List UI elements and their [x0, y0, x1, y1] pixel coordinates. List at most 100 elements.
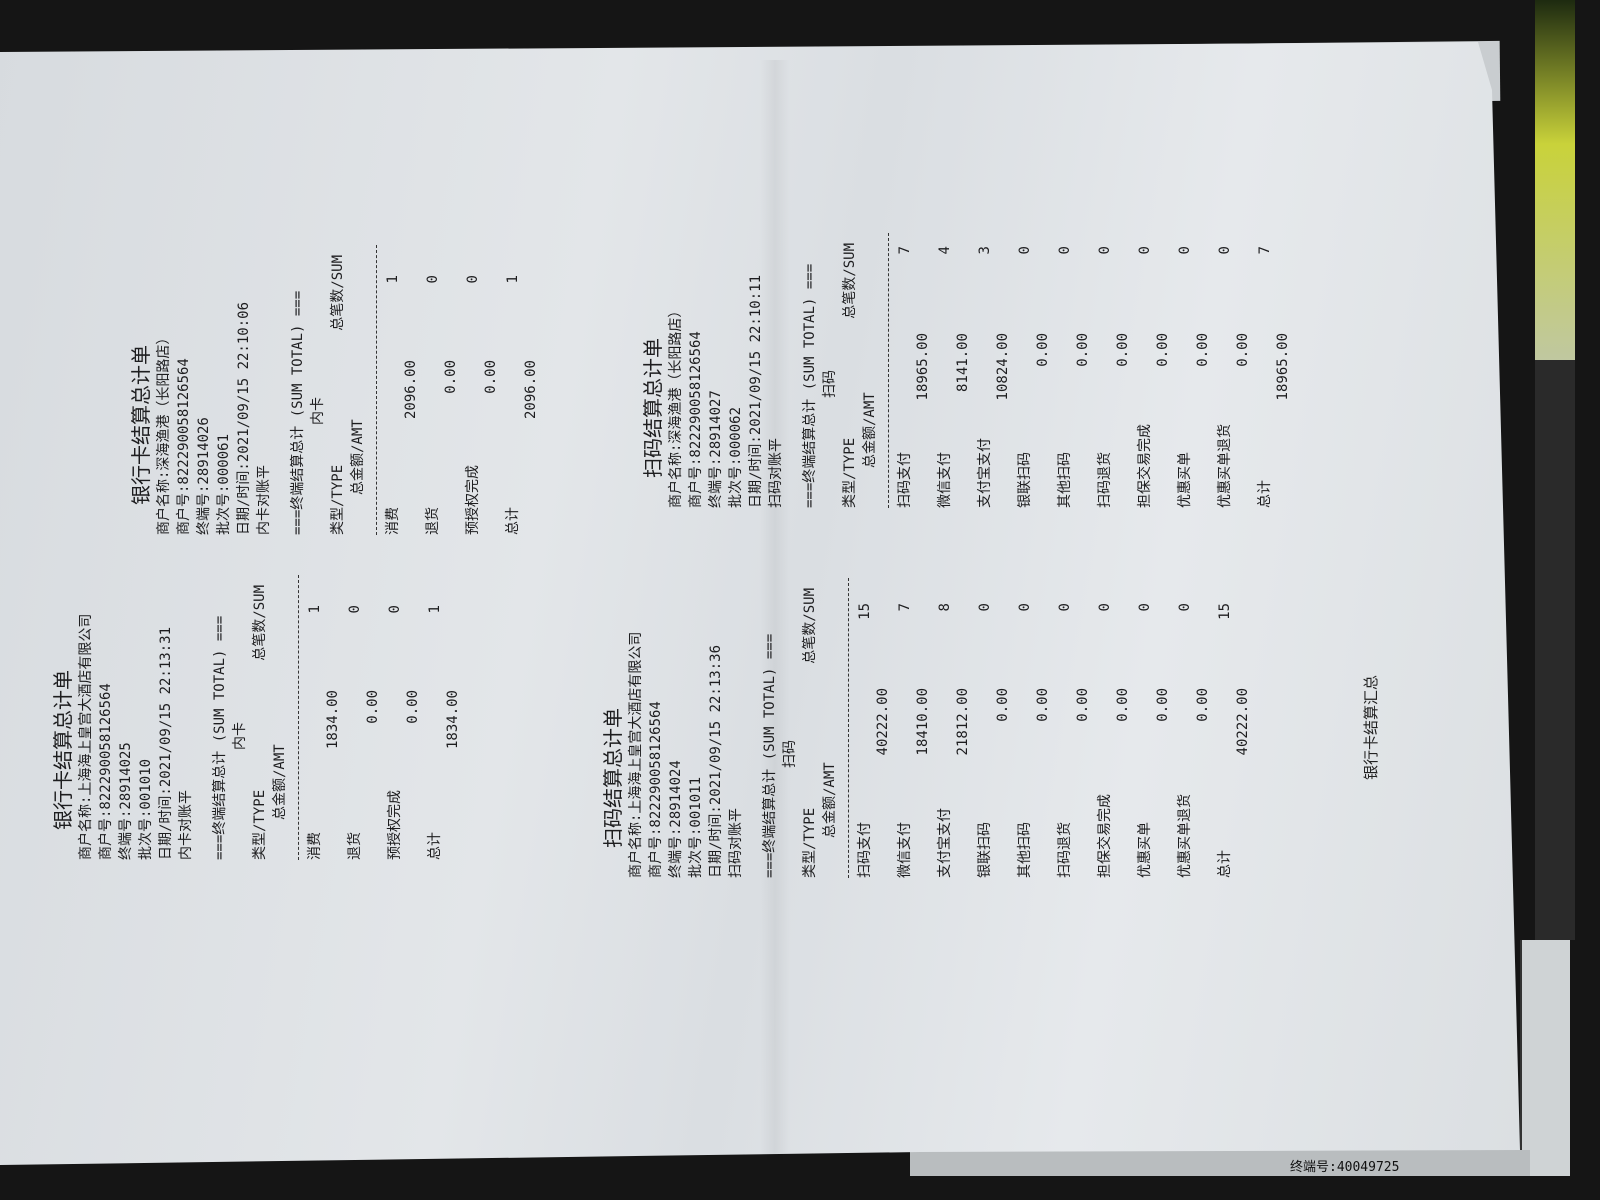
row-label: 优惠买单退货: [1217, 424, 1233, 508]
row-label: 扫码支付: [897, 452, 913, 508]
row-amount: 0.00: [1075, 688, 1091, 722]
column-amount-header: 总金额/AMT: [822, 762, 838, 838]
table-row: 消费 2096.00 1: [383, 245, 423, 535]
batch-number: 批次号:000061: [216, 433, 232, 535]
merchant-name: 商户名称:深海渔港（长阳路店）: [156, 330, 172, 535]
table-row: 扫码退货 0.00 0: [1095, 233, 1135, 508]
row-count: 0: [347, 605, 363, 614]
merchant-name: 商户名称:深海渔港（长阳路店）: [668, 303, 684, 508]
row-count: 1: [427, 605, 443, 614]
row-label: 担保交易完成: [1137, 424, 1153, 508]
date-time: 日期/时间:2021/09/15 22:10:06: [236, 301, 252, 535]
row-count: 3: [977, 246, 993, 255]
merchant-name: 商户名称:上海海上皇宫大酒店有限公司: [628, 631, 644, 878]
row-label: 优惠买单: [1177, 452, 1193, 508]
row-label: 消费: [307, 832, 323, 860]
table-row: 扫码支付 18965.00 7: [895, 233, 935, 508]
column-left: 类型/TYPE 总金额/AMT: [250, 744, 290, 860]
row-amount: 8141.00: [955, 333, 971, 393]
batch-number: 批次号:001010: [138, 758, 154, 860]
row-amount: 10824.00: [995, 333, 1011, 401]
sum-total-header: ===终端结算总计 (SUM TOTAL) ===: [290, 290, 306, 535]
column-type-header: 类型/TYPE: [330, 464, 346, 535]
table-row: 银联扫码 0.00 0: [1015, 233, 1055, 508]
dashed-divider: [888, 233, 889, 508]
section-label: 内卡: [232, 722, 248, 750]
row-count: 0: [1097, 603, 1113, 612]
sum-total-header: ===终端结算总计 (SUM TOTAL) ===: [212, 615, 228, 860]
merchant-number: 商户号:822290058126564: [648, 701, 664, 878]
row-amount: 0.00: [483, 360, 499, 394]
reconciliation-status: 内卡对账平: [178, 790, 194, 860]
row-amount: 18965.00: [915, 333, 931, 401]
table-row: 优惠买单 0.00 0: [1175, 233, 1215, 508]
table-row: 优惠买单退货 0.00 0: [1175, 578, 1215, 878]
total-row: 总计 40222.00 15: [1215, 578, 1255, 878]
row-label: 退货: [347, 832, 363, 860]
row-count: 0: [1177, 246, 1193, 255]
row-amount: 0.00: [1075, 333, 1091, 367]
row-count: 0: [425, 275, 441, 284]
receipt-title: 银行卡结算总计单: [51, 670, 75, 830]
table-row: 扫码退货 0.00 0: [1055, 578, 1095, 878]
column-headers: 类型/TYPE 总金额/AMT 总笔数/SUM: [328, 245, 368, 535]
row-count: 4: [937, 246, 953, 255]
underlying-receipt-strip: [910, 1150, 1530, 1176]
row-amount: 21812.00: [955, 688, 971, 756]
row-count: 8: [937, 603, 953, 612]
row-label: 退货: [425, 507, 441, 535]
row-amount: 0.00: [1235, 333, 1251, 367]
merchant-number: 商户号:822290058126564: [688, 331, 704, 508]
row-amount: 0.00: [443, 360, 459, 394]
receipt-title: 扫码结算总计单: [601, 708, 625, 848]
row-label: 支付宝支付: [977, 438, 993, 508]
row-count: 15: [857, 603, 873, 620]
sum-total-header: ===终端结算总计 (SUM TOTAL) ===: [762, 633, 778, 878]
column-headers: 类型/TYPE 总金额/AMT 总笔数/SUM: [250, 575, 290, 860]
row-amount: 40222.00: [1235, 688, 1251, 756]
row-label: 消费: [385, 507, 401, 535]
row-amount: 0.00: [1195, 333, 1211, 367]
merchant-number: 商户号:822290058126564: [98, 683, 114, 860]
total-row: 总计 2096.00 1: [503, 245, 543, 535]
row-count: 0: [1097, 246, 1113, 255]
table-row: 退货 0.00 0: [423, 245, 463, 535]
background-object: [1535, 360, 1575, 940]
column-left: 类型/TYPE 总金额/AMT: [840, 392, 880, 508]
batch-number: 批次号:000062: [728, 406, 744, 508]
receipt: 银行卡结算总计单 商户名称:深海渔港（长阳路店） 商户号:8222900581265…: [128, 245, 578, 535]
row-label: 微信支付: [937, 452, 953, 508]
table-row: 优惠买单 0.00 0: [1135, 578, 1175, 878]
reconciliation-status: 扫码对账平: [728, 808, 744, 878]
row-amount: 0.00: [1035, 688, 1051, 722]
row-count: 7: [897, 603, 913, 612]
column-count-header: 总笔数/SUM: [842, 243, 858, 319]
receipt-title: 扫码结算总计单: [641, 338, 665, 478]
column-type-header: 类型/TYPE: [802, 807, 818, 878]
total-row: 总计 18965.00 7: [1255, 233, 1295, 508]
column-count-header: 总笔数/SUM: [252, 585, 268, 661]
row-amount: 1834.00: [325, 690, 341, 750]
row-label: 银联扫码: [977, 822, 993, 878]
date-time: 日期/时间:2021/09/15 22:13:36: [708, 644, 724, 878]
column-headers: 类型/TYPE 总金额/AMT 总笔数/SUM: [800, 578, 840, 878]
terminal-number: 终端号:28914027: [708, 390, 724, 508]
section-label: 扫码: [782, 740, 798, 768]
row-amount: 0.00: [1195, 688, 1211, 722]
row-label: 总计: [505, 507, 521, 535]
row-count: 0: [1217, 246, 1233, 255]
section-label: 内卡: [310, 397, 326, 425]
table-row: 消费 1834.00 1: [305, 575, 345, 860]
underlying-terminal-no: 终端号:40049725: [1290, 1160, 1400, 1175]
row-count: 1: [385, 275, 401, 284]
column-left: 类型/TYPE 总金额/AMT: [800, 762, 840, 878]
total-row: 总计 1834.00 1: [425, 575, 465, 860]
row-label: 总计: [1257, 480, 1273, 508]
table-row: 预授权完成 0.00 0: [463, 245, 503, 535]
table-row: 其他扫码 0.00 0: [1055, 233, 1095, 508]
footer-text: 银行卡结算汇总: [1362, 674, 1380, 780]
row-label: 其他扫码: [1017, 822, 1033, 878]
dashed-divider: [848, 578, 849, 878]
row-label: 总计: [1217, 850, 1233, 878]
table-row: 银联扫码 0.00 0: [975, 578, 1015, 878]
